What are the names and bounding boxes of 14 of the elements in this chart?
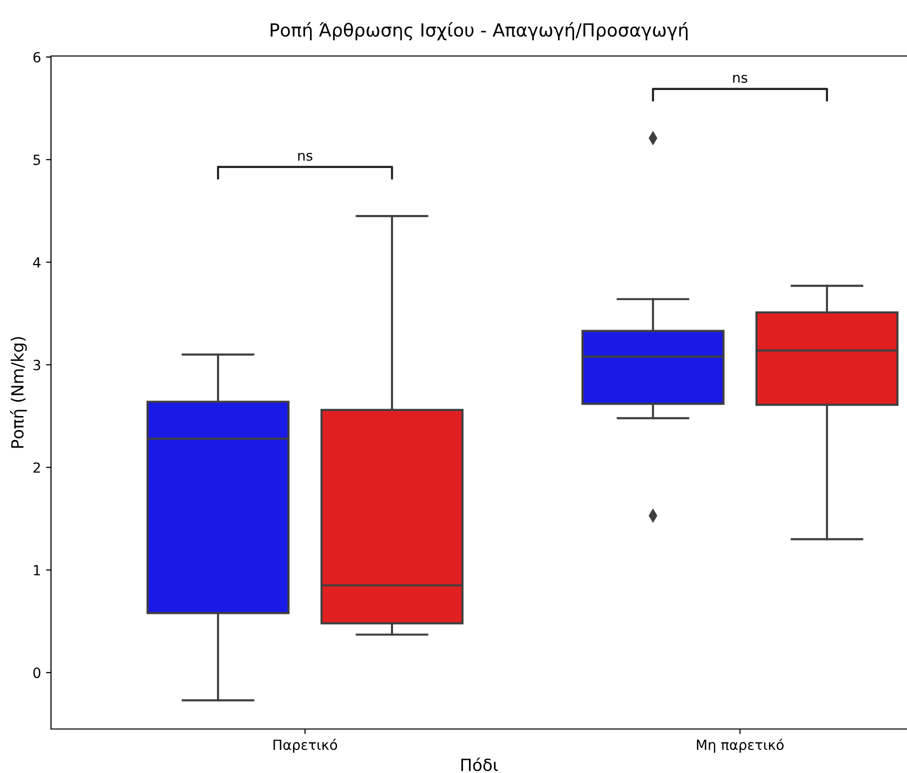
x-axis-title: Πόδι (461, 758, 498, 772)
y-tick-label: 5 (34, 154, 40, 166)
x-tick-label: Μη παρετικό (696, 738, 784, 753)
x-tick-label: Παρετικό (274, 738, 338, 753)
y-tick-label: 6 (33, 52, 40, 62)
y-tick-label: 4 (33, 257, 40, 268)
y-tick-label: 0 (33, 668, 40, 678)
chart-title: Ροπή Άρθρωσης Ισχίου - Απαγωγή/Προσαγωγή (270, 22, 688, 40)
y-axis-title: Ροπή (Nm/kg) (10, 337, 27, 448)
annotation: ns (298, 152, 312, 161)
y-tick-label: 2 (33, 462, 40, 473)
annotation: ns (733, 74, 748, 83)
y-tick-label: 1 (34, 565, 40, 576)
y-tick-label: 3 (34, 360, 40, 370)
